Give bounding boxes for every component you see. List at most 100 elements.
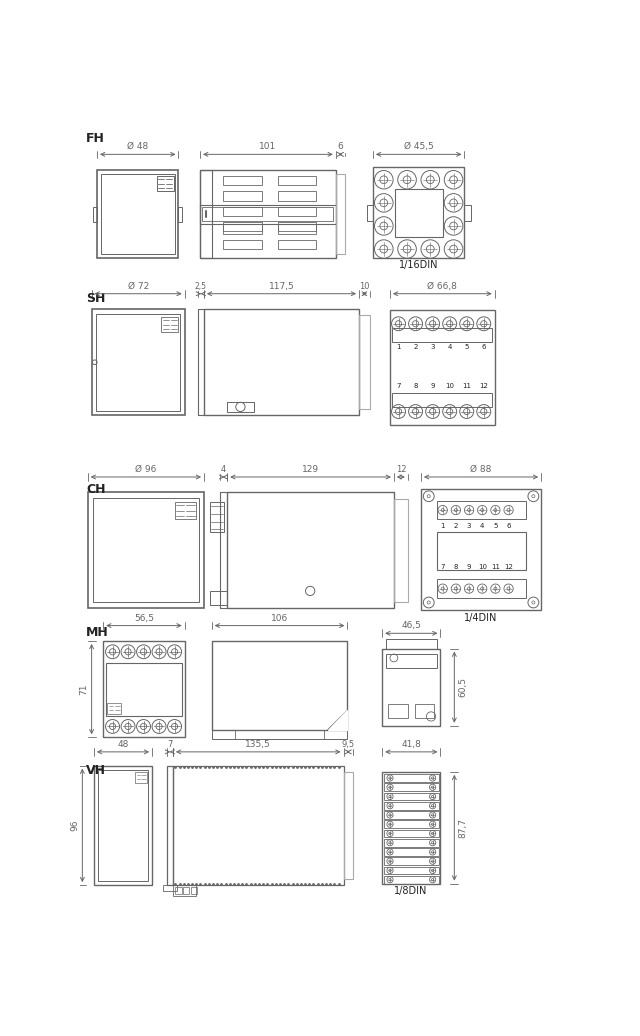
Bar xyxy=(173,885,196,896)
Bar xyxy=(382,772,440,884)
Bar xyxy=(179,207,182,222)
Bar xyxy=(101,174,175,255)
Text: 46,5: 46,5 xyxy=(401,622,421,630)
Bar xyxy=(200,170,336,258)
Text: 10: 10 xyxy=(445,383,454,390)
Bar xyxy=(386,639,436,649)
Polygon shape xyxy=(328,711,348,729)
Text: 12: 12 xyxy=(396,465,406,473)
Bar xyxy=(384,866,439,874)
Bar xyxy=(200,205,336,224)
Bar xyxy=(223,192,262,201)
Text: 11: 11 xyxy=(462,383,471,390)
Bar xyxy=(386,654,436,668)
Text: 41,8: 41,8 xyxy=(401,740,421,749)
Bar xyxy=(97,170,179,258)
Text: 5: 5 xyxy=(493,522,497,528)
Text: 1/8DIN: 1/8DIN xyxy=(394,887,428,896)
Text: 4: 4 xyxy=(447,344,452,350)
Text: 56,5: 56,5 xyxy=(134,613,154,623)
Text: MH: MH xyxy=(86,626,109,638)
Bar xyxy=(96,314,180,410)
Text: 71: 71 xyxy=(79,684,88,695)
Text: 4: 4 xyxy=(480,522,484,528)
Text: 101: 101 xyxy=(259,142,276,151)
Bar xyxy=(384,811,439,818)
Text: 8: 8 xyxy=(413,383,418,390)
Text: 9,5: 9,5 xyxy=(342,740,355,749)
Bar xyxy=(223,222,262,231)
Bar xyxy=(204,309,359,415)
Bar xyxy=(278,239,316,249)
Bar xyxy=(278,192,316,201)
Text: Ø 48: Ø 48 xyxy=(127,142,148,151)
Text: 6: 6 xyxy=(481,344,486,350)
Text: FH: FH xyxy=(86,132,105,145)
Bar xyxy=(278,207,316,215)
Text: SH: SH xyxy=(86,292,106,306)
Text: 3: 3 xyxy=(430,344,435,350)
Bar xyxy=(227,492,394,608)
Bar xyxy=(106,663,182,716)
Bar xyxy=(384,821,439,828)
Text: 8: 8 xyxy=(454,565,458,570)
Text: 12: 12 xyxy=(479,383,488,390)
Bar xyxy=(173,766,344,885)
Bar xyxy=(107,703,121,714)
Bar xyxy=(227,402,254,412)
Text: 1: 1 xyxy=(440,522,445,528)
Bar xyxy=(93,497,198,603)
Text: 10: 10 xyxy=(477,565,487,570)
Bar xyxy=(415,704,434,718)
Text: 7: 7 xyxy=(396,383,401,390)
Bar xyxy=(183,887,189,894)
Bar xyxy=(436,531,525,570)
Bar xyxy=(336,174,345,255)
Text: 5: 5 xyxy=(465,344,469,350)
Text: 4: 4 xyxy=(221,465,226,473)
Text: 2: 2 xyxy=(413,344,418,350)
Bar xyxy=(175,502,196,519)
Text: 1: 1 xyxy=(396,344,401,350)
Bar xyxy=(202,207,333,222)
Text: Ø 88: Ø 88 xyxy=(470,465,492,473)
Bar xyxy=(98,770,148,882)
Text: 9: 9 xyxy=(467,565,471,570)
Bar xyxy=(373,168,465,258)
Bar xyxy=(392,393,492,407)
Text: 3: 3 xyxy=(467,522,471,528)
Text: 48: 48 xyxy=(117,740,129,749)
Text: 117,5: 117,5 xyxy=(269,282,294,291)
Bar xyxy=(384,839,439,846)
Bar xyxy=(384,774,439,782)
Bar xyxy=(278,225,316,234)
Text: 7: 7 xyxy=(440,565,445,570)
Bar xyxy=(395,189,443,237)
Bar xyxy=(465,205,470,221)
Bar xyxy=(384,783,439,792)
Text: Ø 45,5: Ø 45,5 xyxy=(404,142,433,151)
Text: 6: 6 xyxy=(506,522,511,528)
Bar xyxy=(436,500,525,519)
Bar xyxy=(161,317,179,333)
Text: 1/16DIN: 1/16DIN xyxy=(399,260,438,269)
Bar xyxy=(175,887,182,894)
Text: 6: 6 xyxy=(337,142,343,151)
Text: 2: 2 xyxy=(454,522,458,528)
Bar xyxy=(94,766,152,885)
Bar xyxy=(384,793,439,801)
Bar xyxy=(390,310,495,426)
Bar xyxy=(223,239,262,249)
Bar xyxy=(384,875,439,884)
Bar xyxy=(384,848,439,856)
Bar xyxy=(103,641,184,738)
Text: CH: CH xyxy=(86,483,106,496)
Text: 135,5: 135,5 xyxy=(245,740,271,749)
Text: Ø 96: Ø 96 xyxy=(135,465,157,473)
Bar xyxy=(93,207,97,222)
Bar xyxy=(135,772,147,782)
Bar xyxy=(278,222,316,231)
Bar xyxy=(223,176,262,185)
Text: 7: 7 xyxy=(167,740,173,749)
Bar xyxy=(157,176,174,192)
